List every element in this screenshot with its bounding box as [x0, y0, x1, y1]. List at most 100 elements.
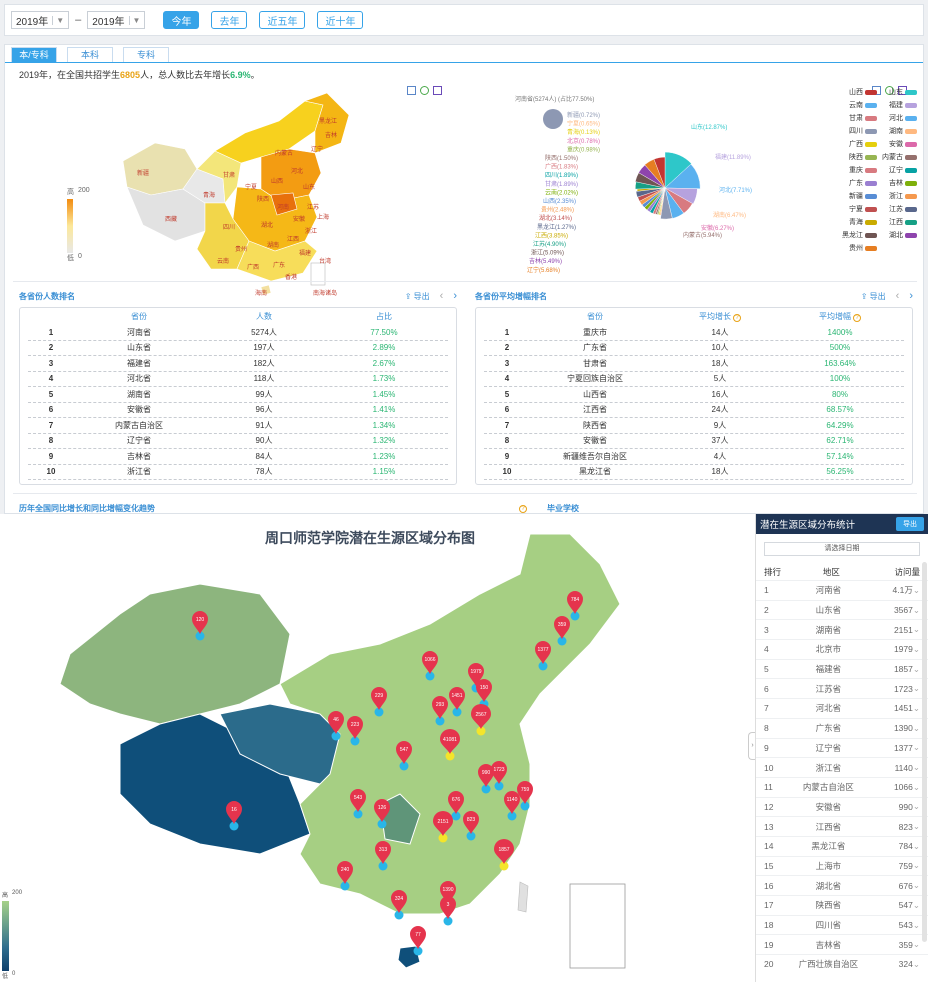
table-row[interactable]: 1 河南省 5274人 77.50%: [28, 325, 448, 341]
table-row[interactable]: 9 新疆维吾尔自治区 4人 57.14%: [484, 449, 904, 465]
pie-slice[interactable]: [664, 187, 684, 219]
chevron-down-icon[interactable]: ⌄: [912, 722, 920, 733]
list-item[interactable]: 16 湖北省 676 ⌄: [756, 875, 928, 895]
help-icon[interactable]: ?: [733, 314, 741, 322]
pie-slice-henan[interactable]: [543, 109, 563, 129]
table-row[interactable]: 3 福建省 182人 2.67%: [28, 356, 448, 372]
map-pin[interactable]: 77: [410, 926, 426, 956]
data-view-icon[interactable]: [407, 86, 416, 95]
legend-item[interactable]: 浙江: [881, 191, 917, 201]
map-pin[interactable]: 990: [478, 764, 494, 794]
chevron-down-icon[interactable]: ⌄: [912, 919, 920, 930]
legend-item[interactable]: 吉林: [881, 178, 917, 188]
legend-gradient[interactable]: [2, 901, 9, 971]
list-item[interactable]: 9 辽宁省 1377 ⌄: [756, 737, 928, 758]
legend-item[interactable]: 江苏: [881, 204, 917, 214]
legend-item[interactable]: 河北: [881, 113, 917, 123]
list-item[interactable]: 19 吉林省 359 ⌄: [756, 934, 928, 954]
map-pin[interactable]: 2567: [471, 704, 491, 736]
map-pin[interactable]: 676: [448, 791, 464, 821]
region-xinjiang[interactable]: [59, 583, 291, 725]
legend-gradient[interactable]: [67, 199, 73, 253]
map-pin[interactable]: 120: [192, 611, 208, 641]
list-item[interactable]: 18 四川省 543 ⌄: [756, 914, 928, 935]
save-image-icon[interactable]: [433, 86, 442, 95]
table-row[interactable]: 2 广东省 10人 500%: [484, 341, 904, 356]
legend-item[interactable]: 广东: [841, 178, 877, 188]
chevron-down-icon[interactable]: ⌄: [912, 821, 920, 832]
list-item[interactable]: 3 湖南省 2151 ⌄: [756, 619, 928, 639]
table-row[interactable]: 5 山西省 16人 80%: [484, 387, 904, 403]
legend-item[interactable]: 贵州: [841, 243, 877, 253]
refresh-icon[interactable]: [420, 86, 429, 95]
pie-slice[interactable]: [664, 151, 692, 189]
prev-page-icon[interactable]: ‹: [439, 290, 444, 302]
region-taiwan[interactable]: [517, 881, 529, 913]
chevron-down-icon[interactable]: ⌄: [912, 958, 920, 969]
map-pin[interactable]: 1066: [422, 651, 438, 681]
table-row[interactable]: 10 浙江省 78人 1.15%: [28, 465, 448, 480]
scrollbar[interactable]: [922, 562, 927, 942]
list-item[interactable]: 11 内蒙古自治区 1066 ⌄: [756, 776, 928, 797]
export-button[interactable]: ⇪ 导出: [861, 291, 886, 302]
table-row[interactable]: 1 重庆市 14人 1400%: [484, 325, 904, 341]
table-row[interactable]: 8 辽宁省 90人 1.32%: [28, 434, 448, 449]
table-row[interactable]: 7 内蒙古自治区 91人 1.34%: [28, 418, 448, 434]
legend-item[interactable]: 福建: [881, 100, 917, 110]
list-item[interactable]: 1 河南省 4.1万 ⌄: [756, 580, 928, 600]
this-year-button[interactable]: 今年: [163, 11, 200, 29]
map-pin[interactable]: 1723: [491, 761, 507, 791]
table-row[interactable]: 5 湖南省 99人 1.45%: [28, 387, 448, 403]
legend-item[interactable]: 重庆: [841, 165, 877, 175]
list-item[interactable]: 17 陕西省 547 ⌄: [756, 895, 928, 915]
list-item[interactable]: 2 山东省 3567 ⌄: [756, 599, 928, 620]
next-page-icon[interactable]: ›: [453, 290, 457, 302]
table-row[interactable]: 9 吉林省 84人 1.23%: [28, 449, 448, 465]
region-northeast[interactable]: [303, 92, 350, 154]
chevron-down-icon[interactable]: ⌄: [912, 604, 920, 615]
help-icon[interactable]: ?: [519, 505, 527, 513]
panel-toggle-handle[interactable]: ›: [748, 732, 756, 760]
chevron-down-icon[interactable]: ⌄: [912, 880, 920, 891]
map-pin[interactable]: 1857: [494, 839, 514, 871]
map-pin[interactable]: 223: [347, 716, 363, 746]
list-item[interactable]: 4 北京市 1979 ⌄: [756, 639, 928, 659]
chevron-down-icon[interactable]: ⌄: [912, 683, 920, 694]
chevron-down-icon[interactable]: ⌄: [912, 643, 920, 654]
table-row[interactable]: 10 黑龙江省 18人 56.25%: [484, 465, 904, 480]
list-item[interactable]: 10 浙江省 1140 ⌄: [756, 757, 928, 777]
legend-item[interactable]: 内蒙古: [881, 152, 917, 162]
list-item[interactable]: 15 上海市 759 ⌄: [756, 855, 928, 876]
next-page-icon[interactable]: ›: [909, 290, 913, 302]
map-pin[interactable]: 3: [440, 896, 456, 926]
pie-slice[interactable]: [635, 187, 666, 198]
table-row[interactable]: 6 安徽省 96人 1.41%: [28, 403, 448, 418]
chevron-down-icon[interactable]: ⌄: [912, 781, 920, 792]
legend-item[interactable]: 江西: [881, 217, 917, 227]
map-pin[interactable]: 547: [396, 741, 412, 771]
map-pin[interactable]: 293: [432, 696, 448, 726]
chevron-down-icon[interactable]: ⌄: [912, 663, 920, 674]
chevron-down-icon[interactable]: ⌄: [912, 624, 920, 635]
list-item[interactable]: 5 福建省 1857 ⌄: [756, 658, 928, 679]
legend-item[interactable]: 山西: [841, 87, 877, 97]
map-pin[interactable]: 313: [375, 841, 391, 871]
map-pin[interactable]: 543: [350, 789, 366, 819]
map-pin[interactable]: 126: [374, 799, 390, 829]
legend-item[interactable]: 宁夏: [841, 204, 877, 214]
map-pin[interactable]: 1377: [535, 641, 551, 671]
map-pin[interactable]: 1140: [504, 791, 520, 821]
chevron-down-icon[interactable]: ⌄: [912, 702, 920, 713]
legend-item[interactable]: 云南: [841, 100, 877, 110]
chevron-down-icon[interactable]: ⌄: [912, 584, 920, 595]
chevron-down-icon[interactable]: ⌄: [912, 860, 920, 871]
pie-slice[interactable]: [664, 163, 701, 189]
chevron-down-icon[interactable]: ⌄: [912, 840, 920, 851]
pie-slice[interactable]: [664, 187, 698, 205]
list-item[interactable]: 8 广东省 1390 ⌄: [756, 717, 928, 738]
legend-item[interactable]: 陕西: [841, 152, 877, 162]
list-item[interactable]: 7 河北省 1451 ⌄: [756, 698, 928, 718]
legend-item[interactable]: 新疆: [841, 191, 877, 201]
pie-slice[interactable]: [653, 156, 666, 189]
ten-years-button[interactable]: 近十年: [317, 11, 364, 29]
